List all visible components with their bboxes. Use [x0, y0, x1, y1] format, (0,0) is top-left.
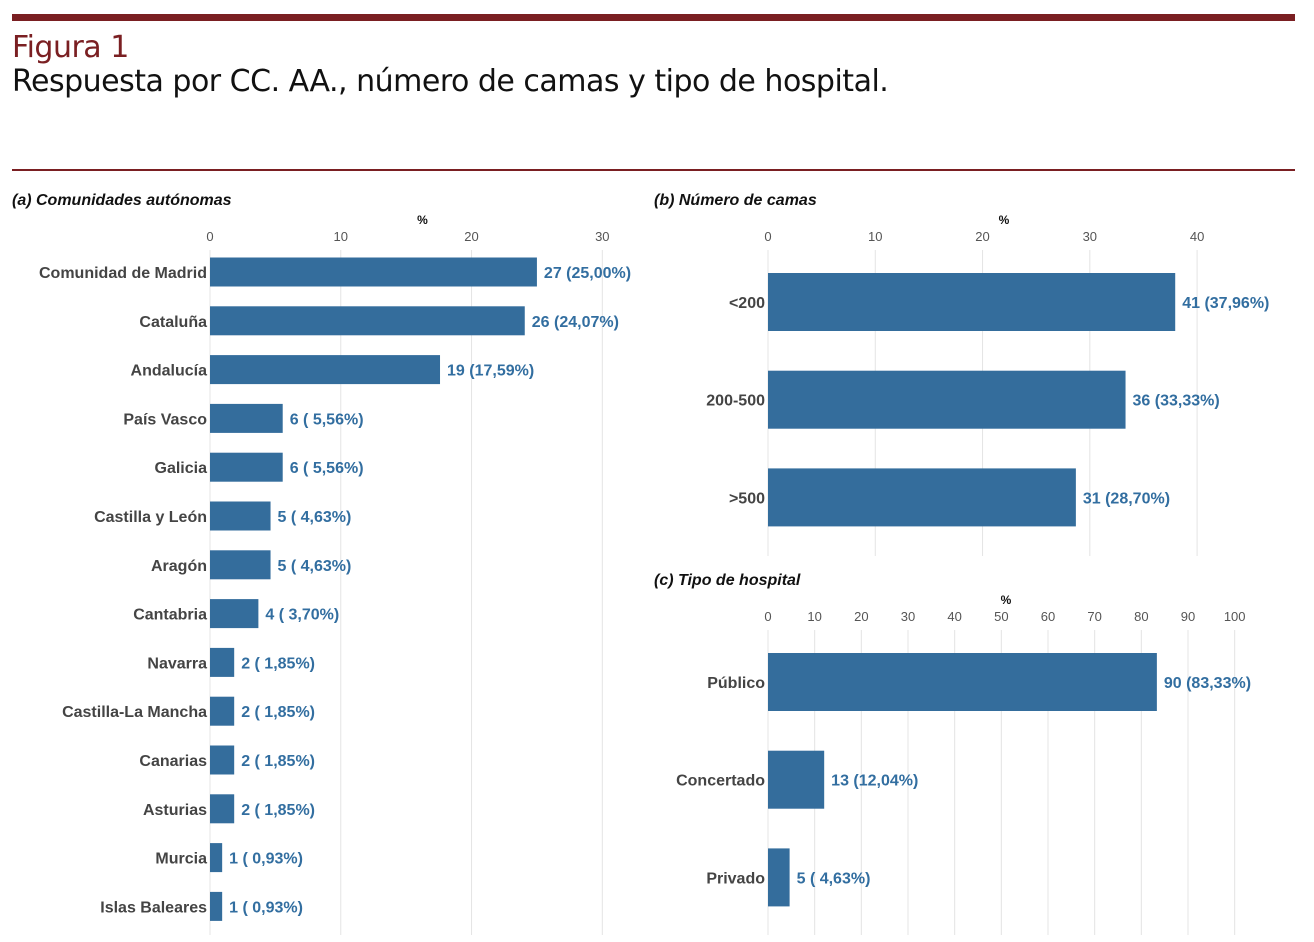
tick-label: 10	[334, 229, 348, 244]
category-label: Andalucía	[131, 363, 208, 380]
category-label: Aragón	[151, 558, 207, 575]
tick-label: 80	[1134, 609, 1148, 624]
figure-title: Respuesta por CC. AA., número de camas y…	[12, 64, 889, 99]
tick-label: 40	[1190, 229, 1204, 244]
bar-a	[210, 403, 283, 433]
category-label: Islas Baleares	[100, 899, 207, 916]
category-label: >500	[729, 490, 765, 507]
tick-label: 0	[764, 609, 771, 624]
bar-a	[210, 452, 283, 482]
value-label: 31 (28,70%)	[1083, 490, 1170, 507]
tick-label: 90	[1181, 609, 1195, 624]
tick-label: 20	[975, 229, 989, 244]
bar-a	[210, 891, 223, 921]
category-label: Galicia	[155, 460, 208, 477]
bar-a	[210, 843, 223, 873]
axis-unit-c: %	[1001, 593, 1012, 607]
category-label: Castilla y León	[94, 509, 207, 526]
tick-label: 40	[947, 609, 961, 624]
value-label: 2 ( 1,85%)	[241, 655, 315, 672]
bar-a	[210, 745, 235, 775]
tick-label: 0	[764, 229, 771, 244]
value-label: 6 ( 5,56%)	[290, 411, 364, 428]
bar-b	[768, 273, 1176, 331]
category-label: Canarias	[139, 753, 207, 770]
category-label: <200	[729, 295, 765, 312]
value-label: 5 ( 4,63%)	[278, 558, 352, 575]
top-rule	[12, 14, 1295, 21]
bar-a	[210, 550, 271, 580]
value-label: 2 ( 1,85%)	[241, 704, 315, 721]
category-label: 200-500	[706, 393, 765, 410]
bar-a	[210, 696, 235, 726]
category-label: Cantabria	[133, 607, 207, 624]
value-label: 1 ( 0,93%)	[229, 899, 303, 916]
value-label: 41 (37,96%)	[1182, 295, 1269, 312]
category-label: Privado	[706, 870, 765, 887]
bar-a	[210, 501, 271, 531]
category-label: Comunidad de Madrid	[39, 265, 207, 282]
value-label: 13 (12,04%)	[831, 773, 918, 790]
header-divider	[12, 169, 1295, 171]
value-label: 2 ( 1,85%)	[241, 802, 315, 819]
value-label: 5 ( 4,63%)	[797, 870, 871, 887]
bar-a	[210, 647, 235, 677]
tick-label: 100	[1224, 609, 1246, 624]
tick-label: 70	[1087, 609, 1101, 624]
value-label: 5 ( 4,63%)	[278, 509, 352, 526]
bar-a	[210, 355, 441, 385]
figure-label: Figura 1	[12, 30, 129, 65]
bar-a	[210, 599, 259, 629]
panel-title-b: (b) Número de camas	[654, 192, 817, 209]
tick-label: 20	[854, 609, 868, 624]
tick-label: 10	[868, 229, 882, 244]
bar-b	[768, 468, 1076, 527]
tick-label: 10	[807, 609, 821, 624]
tick-label: 30	[901, 609, 915, 624]
tick-label: 60	[1041, 609, 1055, 624]
value-label: 1 ( 0,93%)	[229, 851, 303, 868]
category-label: Cataluña	[139, 314, 207, 331]
tick-label: 0	[206, 229, 213, 244]
value-label: 36 (33,33%)	[1133, 393, 1220, 410]
axis-unit-a: %	[417, 213, 428, 227]
tick-label: 50	[994, 609, 1008, 624]
value-label: 26 (24,07%)	[532, 314, 619, 331]
value-label: 27 (25,00%)	[544, 265, 631, 282]
tick-label: 30	[595, 229, 609, 244]
category-label: Concertado	[676, 773, 765, 790]
value-label: 90 (83,33%)	[1164, 675, 1251, 692]
bar-c	[768, 750, 825, 809]
tick-label: 30	[1083, 229, 1097, 244]
axis-unit-b: %	[999, 213, 1010, 227]
value-label: 4 ( 3,70%)	[265, 607, 339, 624]
bar-a	[210, 257, 537, 287]
category-label: Murcia	[155, 851, 207, 868]
bar-c	[768, 653, 1157, 711]
panel-title-c: (c) Tipo de hospital	[654, 572, 801, 589]
category-label: Castilla-La Mancha	[62, 704, 207, 721]
category-label: Público	[707, 675, 765, 692]
category-label: Asturias	[143, 802, 207, 819]
category-label: Navarra	[147, 655, 207, 672]
category-label: País Vasco	[123, 411, 207, 428]
bar-a	[210, 306, 525, 336]
bar-c	[768, 848, 790, 907]
value-label: 6 ( 5,56%)	[290, 460, 364, 477]
value-label: 2 ( 1,85%)	[241, 753, 315, 770]
value-label: 19 (17,59%)	[447, 363, 534, 380]
panel-title-a: (a) Comunidades autónomas	[12, 192, 232, 209]
bar-b	[768, 370, 1126, 429]
tick-label: 20	[464, 229, 478, 244]
bar-a	[210, 794, 235, 824]
